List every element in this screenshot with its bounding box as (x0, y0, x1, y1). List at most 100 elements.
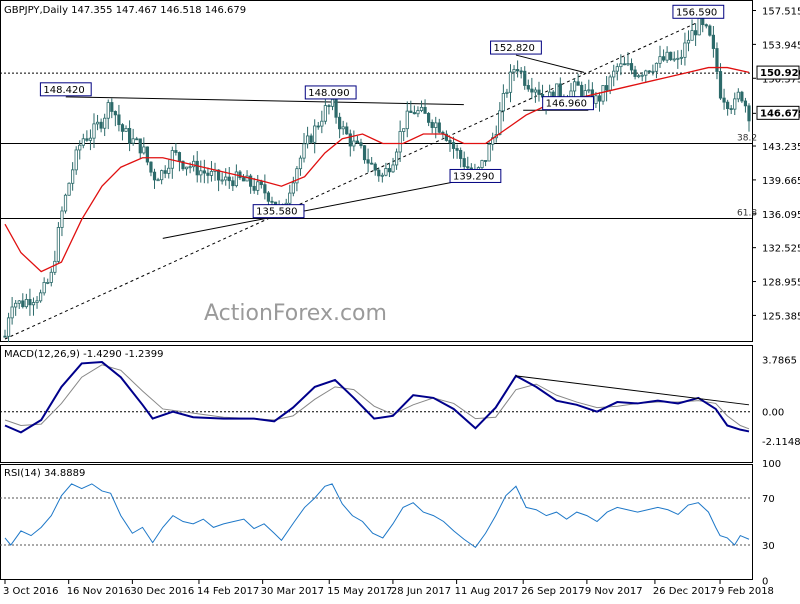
candle-body (330, 99, 335, 107)
candle-body (145, 146, 149, 163)
candle-body (629, 63, 634, 71)
trendline (65, 96, 464, 106)
date-tick-label: 16 Nov 2016 (67, 586, 131, 597)
candle-body (711, 34, 716, 49)
candle-body (523, 70, 527, 86)
level-tag-box (490, 40, 542, 55)
trendline (4, 21, 699, 340)
candle-body (81, 138, 85, 146)
candle-body (615, 66, 619, 72)
price-level-tag-label: 150.920 (760, 68, 800, 79)
candle-body (558, 83, 562, 98)
price-tick-label: 139.665 (762, 176, 800, 187)
candle-body (740, 91, 744, 102)
candle-body (455, 148, 459, 151)
candle-body (519, 70, 523, 73)
last-price-tag-box (756, 105, 800, 120)
macd-tick-label: 3.7865 (762, 355, 797, 366)
candle-body (434, 122, 438, 128)
trendline (515, 54, 585, 73)
candle-body (352, 140, 356, 147)
candle-body (359, 142, 363, 147)
candle-body (626, 63, 630, 66)
candle-body (21, 300, 25, 308)
candle-body (152, 171, 157, 181)
candle-body (316, 125, 320, 128)
candle-body (430, 121, 434, 128)
candle-body (188, 166, 192, 169)
candle-body (345, 126, 349, 135)
candle-body (227, 176, 231, 182)
candle-body (665, 51, 669, 61)
candle-body (398, 131, 402, 153)
candle-body (295, 168, 299, 184)
price-tick-label: 153.945 (762, 40, 800, 51)
candle-body (487, 143, 491, 162)
last-price-tag-label: 146.679 (760, 108, 800, 119)
candle-body (266, 192, 271, 202)
level-tag-box (39, 82, 92, 97)
candle-body (241, 177, 246, 182)
candle-body (380, 174, 384, 177)
date-tick-label: 30 Dec 2016 (130, 586, 194, 597)
rsi-tick-label: 100 (762, 459, 781, 470)
price-tick-label: 136.095 (762, 210, 800, 221)
candle-body (694, 30, 698, 36)
candle-body (252, 185, 256, 191)
candle-body (10, 306, 14, 319)
candle-body (416, 110, 420, 115)
candle-body (686, 39, 691, 44)
candle-body (701, 17, 705, 26)
candle-body (192, 160, 196, 168)
price-tick-label: 128.955 (762, 278, 800, 289)
candle-body (220, 179, 224, 182)
candle-body (28, 299, 32, 306)
candle-body (459, 149, 463, 159)
candle-body (49, 271, 53, 283)
rsi-tick-label: 30 (762, 541, 775, 552)
rsi-tick-label: 0 (762, 576, 768, 587)
candle-body (131, 138, 135, 144)
candle-body (683, 42, 687, 58)
candle-body (206, 172, 210, 176)
level-tag-box (252, 204, 305, 219)
candle-body (6, 317, 11, 337)
candle-body (113, 111, 117, 116)
candle-body (690, 30, 694, 41)
moving-average-line (4, 66, 750, 273)
axes: 157.515 153.945 150.375 146.679 143.235 139.6… (3, 7, 800, 597)
date-tick-label: 3 Oct 2016 (3, 586, 58, 597)
candle-body (78, 144, 82, 151)
candle-body (427, 113, 431, 123)
candle-body (305, 135, 310, 145)
level-tag-box (449, 168, 502, 183)
candle-body (46, 281, 50, 284)
candle-body (355, 140, 360, 144)
candle-body (726, 101, 730, 109)
candle-body (601, 85, 605, 102)
candle-body (704, 24, 708, 27)
macd-header: MACD(12,26,9) -1.4290 -1.2399 (4, 349, 164, 360)
date-tick-label: 26 Sep 2017 (521, 586, 584, 597)
candle-body (669, 51, 673, 61)
candle-body (362, 145, 367, 161)
price-plot: 148.420 148.090 135.580 152.820 139.290 146.9… (0, 4, 757, 343)
candle-body (224, 176, 228, 181)
candle-body (483, 160, 488, 162)
candle-body (263, 184, 267, 194)
candle-body (92, 123, 96, 139)
candle-body (580, 84, 584, 98)
candle-body (106, 102, 110, 119)
candle-body (729, 108, 733, 110)
candle-body (259, 181, 263, 186)
candle-body (167, 167, 171, 174)
date-tick-label: 9 Feb 2018 (718, 586, 774, 597)
candle-body (715, 48, 719, 72)
macd-tick-label: -2.1148 (762, 437, 800, 448)
candle-body (156, 179, 160, 182)
candle-body (24, 299, 28, 308)
level-tag-box (672, 4, 725, 19)
candle-body (256, 181, 260, 191)
candle-body (672, 58, 676, 61)
candle-body (120, 124, 125, 132)
